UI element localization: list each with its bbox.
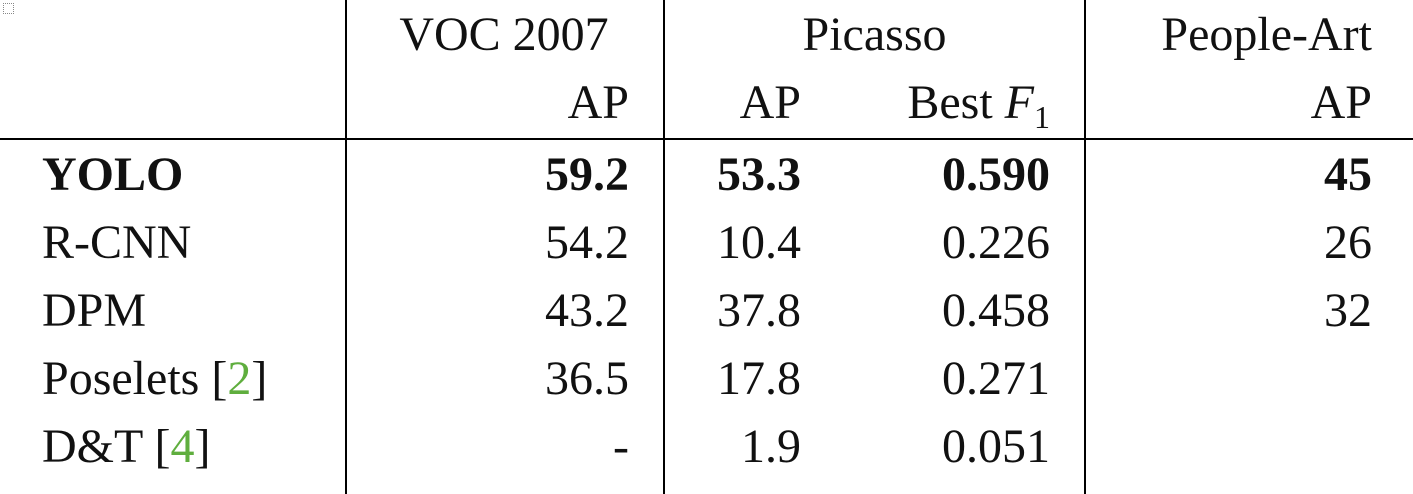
- header-people-art: People-Art: [1161, 8, 1372, 61]
- picasso-f1-cell: 0.051: [942, 420, 1050, 473]
- method-name-cell: Poselets [2]: [42, 346, 342, 412]
- citation-link[interactable]: 2: [227, 352, 252, 405]
- header-people-art-ap: AP: [1310, 76, 1372, 129]
- voc-ap-cell: 59.2: [545, 148, 629, 201]
- column-rule-1: [345, 0, 347, 494]
- citation-bracket: ]: [194, 420, 211, 473]
- method-name-cell: D&T [4]: [42, 414, 342, 480]
- header-picasso-ap: AP: [739, 76, 801, 129]
- voc-ap-cell: 43.2: [545, 284, 629, 337]
- picasso-ap-cell: 53.3: [717, 148, 801, 201]
- method-name: DPM: [42, 284, 147, 337]
- header-rule: [0, 138, 1413, 140]
- column-rule-3: [1084, 0, 1086, 494]
- method-name: D&T [: [42, 420, 171, 473]
- picasso-ap-cell: 17.8: [717, 352, 801, 405]
- people-art-ap-cell: 32: [1324, 284, 1372, 337]
- picasso-f1-cell: 0.458: [942, 284, 1050, 337]
- picasso-ap-cell: 10.4: [717, 216, 801, 269]
- picasso-f1-cell: 0.226: [942, 216, 1050, 269]
- people-art-ap-cell: 45: [1324, 148, 1372, 201]
- voc-ap-cell: 54.2: [545, 216, 629, 269]
- header-picasso-best-f1: Best F1: [820, 70, 1050, 136]
- header-voc-ap: AP: [567, 76, 629, 129]
- voc-ap-cell: 36.5: [545, 352, 629, 405]
- header-voc2007: VOC 2007: [399, 8, 609, 61]
- best-f1-sub: 1: [1034, 99, 1050, 135]
- method-name-cell: DPM: [42, 278, 342, 344]
- citation-bracket: ]: [251, 352, 268, 405]
- header-picasso: Picasso: [802, 8, 947, 61]
- citation-link[interactable]: 4: [170, 420, 195, 473]
- voc-ap-cell: -: [613, 420, 629, 473]
- picasso-ap-cell: 1.9: [741, 420, 801, 473]
- corner-marker-icon: [3, 3, 14, 14]
- method-name-cell: YOLO: [42, 142, 342, 208]
- best-f1-prefix: Best: [907, 76, 1005, 129]
- method-name-cell: R-CNN: [42, 210, 342, 276]
- method-name: YOLO: [42, 148, 184, 201]
- method-name: Poselets [: [42, 352, 228, 405]
- picasso-f1-cell: 0.271: [942, 352, 1050, 405]
- picasso-f1-cell: 0.590: [942, 148, 1050, 201]
- method-name: R-CNN: [42, 216, 192, 269]
- people-art-ap-cell: 26: [1324, 216, 1372, 269]
- picasso-ap-cell: 37.8: [717, 284, 801, 337]
- best-f1-var: F: [1004, 76, 1034, 129]
- column-rule-2: [663, 0, 665, 494]
